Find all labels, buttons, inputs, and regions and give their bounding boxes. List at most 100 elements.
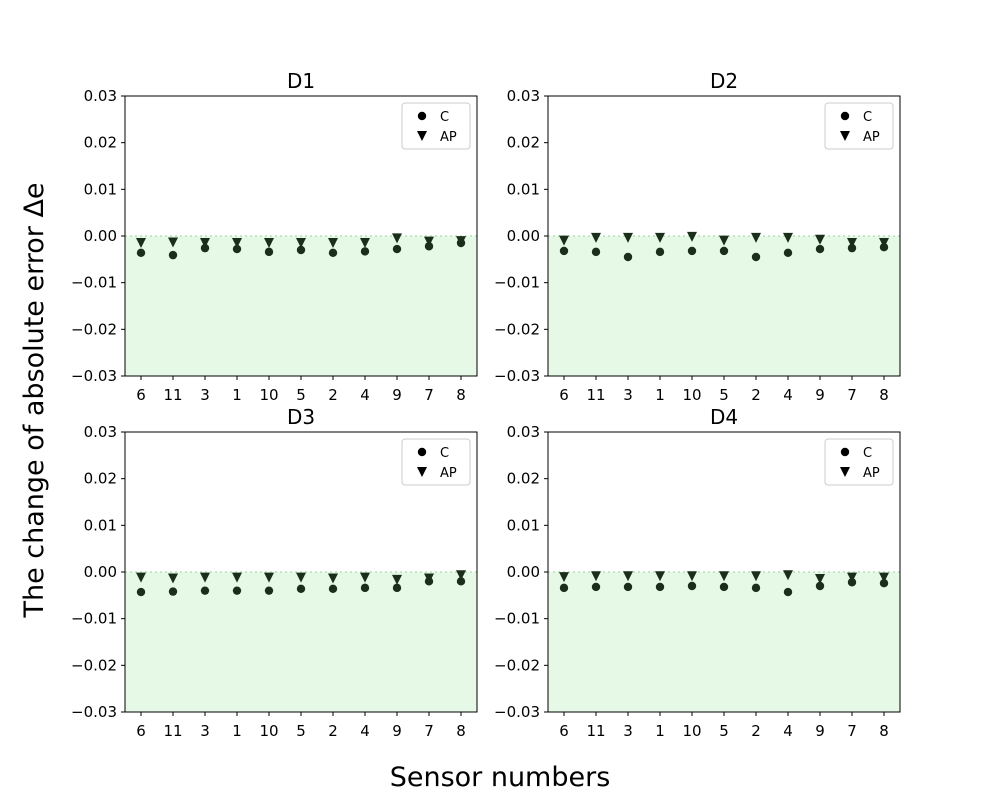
- panel-d2-legend: C AP: [824, 102, 894, 150]
- panel-d1-c-point-10: [264, 247, 274, 257]
- panel-d2-ap-point-1: [655, 232, 665, 243]
- panel-d1-c-point-5: [296, 245, 306, 255]
- panel-d1-ap-point-3: [200, 238, 210, 248]
- panel-d4-ytick-label: −0.02: [494, 656, 540, 674]
- panel-d1-xtick-label: 2: [328, 386, 338, 404]
- panel-d3-ap-point-1: [232, 572, 242, 583]
- panel-d3-legend-marker-ap: [417, 467, 427, 477]
- panel-d2-xtick-label: 3: [623, 386, 633, 404]
- panel-d2-ytick-label: −0.01: [494, 274, 540, 292]
- panel-d4-legend-label-ap: AP: [863, 466, 880, 481]
- panel-d1-legend-label-c: C: [440, 110, 449, 125]
- panel-d2-ytick-label: 0.00: [507, 227, 540, 245]
- panel-d1-ytick-label: −0.03: [71, 367, 117, 385]
- panel-d1-ap-point-7: [424, 236, 434, 247]
- panel-d3-xtick-label: 11: [163, 722, 182, 740]
- panel-d1-c-point-4: [360, 247, 370, 256]
- panel-d3-ytick-label: −0.03: [71, 703, 117, 721]
- panel-d2-ap-point-9: [815, 234, 825, 245]
- panel-d1-c-point-2: [328, 248, 338, 257]
- panel-d2-ap-point-3: [623, 232, 633, 243]
- panel-d3-xtick-label: 10: [259, 722, 278, 740]
- panel-d4: 0.03 0.02 0.01 0.00 −0.01 −0.02 −0.03 6 11 3 1 10 5 2…: [494, 405, 901, 740]
- panel-d2-ap-point-4: [783, 232, 793, 243]
- panel-d4-xtick-label: 5: [719, 722, 729, 740]
- panel-d1-ap-point-4: [360, 238, 370, 248]
- panel-d2-legend-marker-c: [840, 111, 850, 121]
- panel-d2-c-point-9: [815, 244, 825, 254]
- panel-d3-xtick-label: 6: [136, 722, 146, 740]
- panel-d3-ap-point-11: [168, 573, 178, 584]
- panel-d4-ap-point-2: [751, 571, 761, 582]
- panel-d2-xtick-label: 6: [559, 386, 569, 404]
- panel-d4-c-point-3: [623, 582, 633, 592]
- x-axis-label: Sensor numbers: [390, 762, 611, 793]
- panel-d4-xtick-label: 9: [815, 722, 825, 740]
- panel-d2-ap-point-7: [847, 238, 857, 248]
- panel-d3-legend-box: [401, 438, 471, 486]
- panel-d4-c-point-5: [719, 582, 729, 592]
- panel-d4-xtick-label: 8: [879, 722, 889, 740]
- panel-d4-legend-marker-c: [840, 447, 850, 457]
- panel-d4-c-point-10: [687, 581, 697, 591]
- panel-d1-xtick-label: 3: [200, 386, 210, 404]
- panel-d3-ytick-label: 0.03: [84, 423, 117, 441]
- panel-d1-negative-region: [125, 236, 477, 376]
- panel-d1-c-point-3: [200, 243, 210, 253]
- panel-d1-xtick-label: 6: [136, 386, 146, 404]
- panel-d3-xtick-label: 8: [456, 722, 466, 740]
- panel-d3-ytick-label: −0.02: [71, 656, 117, 674]
- panel-d4-ap-point-7: [847, 572, 857, 583]
- panel-d2-ap-point-10: [687, 231, 697, 242]
- panel-d1-ap-point-5: [296, 238, 306, 248]
- panel-d4-xtick-label: 3: [623, 722, 633, 740]
- panel-d4-legend: C AP: [824, 438, 894, 486]
- panel-d3-negative-region: [125, 572, 477, 712]
- panel-d2-xtick-label: 8: [879, 386, 889, 404]
- panel-d2: 0.03 0.02 0.01 0.00 −0.01 −0.02 −0.03 6 11 3 1 10 5 2…: [494, 69, 901, 404]
- panel-d1-c-point-1: [232, 244, 242, 254]
- panel-d1-ap-point-10: [264, 238, 274, 248]
- panel-d1-ap-point-9: [392, 233, 402, 244]
- panel-d4-xtick-label: 6: [559, 722, 569, 740]
- panel-d3-c-point-1: [232, 586, 242, 595]
- panel-d2-title: D2: [710, 69, 738, 93]
- panel-d4-c-point-1: [655, 582, 665, 592]
- panel-d2-legend-label-c: C: [863, 110, 872, 125]
- panel-d3-ap-point-10: [264, 572, 274, 583]
- panel-d1-ap-point-11: [168, 237, 178, 248]
- panel-d1-c-point-6: [136, 248, 146, 257]
- panel-d4-ytick-label: −0.01: [494, 610, 540, 628]
- panel-d2-xtick-label: 5: [719, 386, 729, 404]
- panel-d2-xtick-label: 11: [586, 386, 605, 404]
- panel-d4-ap-point-6: [559, 572, 569, 583]
- panel-d2-c-point-2: [751, 252, 761, 262]
- panel-d4-title: D4: [710, 405, 738, 429]
- panel-d4-c-point-4: [783, 587, 793, 597]
- panel-d1-xtick-label: 5: [296, 386, 306, 404]
- panel-d4-legend-marker-ap: [840, 467, 850, 477]
- panel-d4-c-point-8: [879, 579, 889, 588]
- panel-d4-xtick-label: 4: [783, 722, 793, 740]
- panel-d2-xtick-label: 1: [655, 386, 665, 404]
- panel-d2-legend-box: [824, 102, 894, 150]
- panel-d1-xtick-label: 7: [424, 386, 434, 404]
- panel-d1-xtick-label: 4: [360, 386, 370, 404]
- panel-d3-c-point-8: [456, 577, 466, 586]
- panel-d3-xtick-label: 2: [328, 722, 338, 740]
- panel-d3-c-point-4: [360, 583, 370, 593]
- panel-d2-xtick-label: 9: [815, 386, 825, 404]
- panel-d3-legend-label-c: C: [440, 446, 449, 461]
- panel-d3-c-point-9: [392, 583, 402, 593]
- panel-d3-xtick-label: 9: [392, 722, 402, 740]
- panel-d1-legend-box: [401, 102, 471, 150]
- panel-d3-c-point-11: [168, 587, 178, 596]
- panel-d1-ytick-label: 0.00: [84, 227, 117, 245]
- panel-d1-ytick-label: 0.03: [84, 87, 117, 105]
- panel-d2-c-point-11: [591, 247, 601, 257]
- panel-d4-xtick-label: 2: [751, 722, 761, 740]
- panel-d4-xtick-label: 1: [655, 722, 665, 740]
- panel-d3-c-point-3: [200, 586, 210, 595]
- panel-d3-ytick-label: −0.01: [71, 610, 117, 628]
